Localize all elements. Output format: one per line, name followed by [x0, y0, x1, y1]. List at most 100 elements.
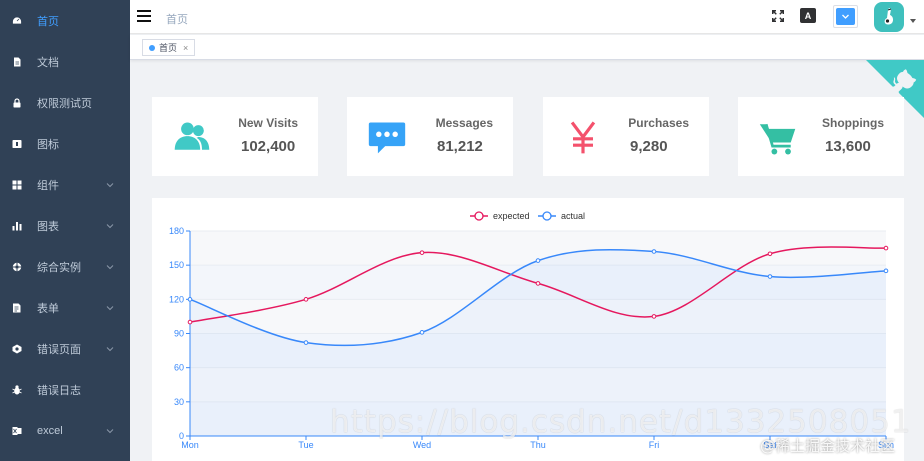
y-tick-label: 30 — [174, 397, 184, 407]
data-point-expected — [651, 314, 657, 319]
sidebar-item-0[interactable]: 首页 — [0, 0, 130, 41]
data-point-actual — [535, 258, 541, 263]
chevron-down-icon — [106, 344, 114, 352]
data-point-expected — [883, 245, 889, 251]
close-icon[interactable]: × — [183, 42, 189, 53]
tags-view: 首页 × — [130, 35, 924, 60]
shopping-icon — [756, 115, 800, 159]
active-dot-icon — [149, 44, 155, 51]
icon-icon — [12, 139, 22, 149]
panel-value: 81,212 — [437, 138, 483, 155]
sidebar-item-label: 图标 — [37, 138, 59, 151]
dashboard-icon — [12, 16, 22, 26]
data-point-expected — [419, 250, 425, 255]
panel-title: Shoppings — [822, 116, 884, 130]
grid-band — [190, 333, 886, 368]
chevron-down-icon — [106, 262, 114, 270]
data-point-actual — [419, 330, 425, 335]
sidebar-item-label: excel — [37, 424, 63, 437]
sidebar-item-1[interactable]: 文档 — [0, 41, 130, 82]
panel-messages[interactable]: Messages 81,212 — [347, 97, 513, 176]
chart-icon — [12, 221, 22, 231]
sidebar-item-label: 文档 — [37, 56, 59, 69]
sidebar-item-label: 错误日志 — [37, 384, 81, 397]
data-point-expected — [767, 251, 773, 257]
chevron-down-icon — [106, 426, 114, 434]
avatar-caret-icon[interactable] — [910, 19, 916, 23]
bug-icon — [12, 384, 22, 395]
document-icon — [12, 57, 22, 67]
tag-dashboard[interactable]: 首页 × — [142, 39, 196, 56]
lock-icon — [12, 97, 22, 108]
sidebar-item-10[interactable]: excel — [0, 410, 130, 451]
chevron-down-icon — [842, 14, 849, 19]
grid-band — [190, 401, 886, 436]
y-tick-label: 150 — [169, 260, 184, 270]
sidebar-item-7[interactable]: 表单 — [0, 287, 130, 328]
line-chart-card: 0 30 60 90 120 150 180 Mon Tue Wed Thu Fri Sat Sun exp… — [152, 198, 904, 461]
github-corner-icon[interactable] — [866, 60, 924, 118]
y-tick-label: 180 — [169, 226, 184, 236]
sidebar-item-2[interactable]: 权限测试页 — [0, 82, 130, 123]
chevron-down-icon — [106, 221, 114, 229]
x-tick-label: Mon — [181, 440, 199, 450]
x-tick-label: Sat — [763, 440, 777, 450]
sidebar-item-label: 表单 — [37, 302, 59, 315]
x-tick-label: Fri — [649, 440, 660, 450]
data-point-expected — [303, 297, 309, 302]
data-point-actual — [767, 274, 773, 279]
sidebar-item-4[interactable]: 组件 — [0, 164, 130, 205]
line-chart: 0 30 60 90 120 150 180 Mon Tue Wed Thu Fri Sat Sun exp… — [169, 211, 894, 450]
y-tick-label: 0 — [179, 431, 184, 441]
legend-marker-expected — [474, 211, 484, 221]
sidebar-item-9[interactable]: 错误日志 — [0, 369, 130, 410]
y-tick-label: 60 — [174, 363, 184, 373]
excel-icon — [12, 426, 22, 436]
example-icon — [12, 262, 22, 272]
size-select-button[interactable]: A — [800, 8, 816, 23]
panel-new-visits[interactable]: New Visits 102,400 — [152, 97, 318, 176]
sidebar-item-3[interactable]: 图标 — [0, 123, 130, 164]
panel-value: 9,280 — [630, 138, 668, 155]
breadcrumb[interactable]: 首页 — [166, 14, 188, 26]
legend-marker-actual — [542, 211, 552, 221]
sidebar-item-label: 组件 — [37, 179, 59, 192]
sidebar: 首页文档权限测试页图标组件图表综合实例表单错误页面错误日志 excel — [0, 0, 130, 461]
sidebar-item-label: 权限测试页 — [37, 97, 92, 110]
sidebar-item-label: 错误页面 — [37, 343, 81, 356]
avatar[interactable] — [874, 2, 904, 32]
data-point-actual — [651, 249, 657, 254]
data-point-actual — [187, 297, 193, 302]
sidebar-item-6[interactable]: 综合实例 — [0, 246, 130, 287]
actual-area — [190, 249, 886, 436]
sidebar-item-5[interactable]: 图表 — [0, 205, 130, 246]
chevron-down-icon — [106, 303, 114, 311]
sidebar-item-label: 图表 — [37, 220, 59, 233]
data-point-expected — [187, 319, 193, 325]
site-watermark: @稀土掘金技术社区 — [760, 437, 896, 455]
panel-value: 102,400 — [241, 138, 296, 155]
hamburger-button[interactable] — [137, 10, 151, 22]
panel-title: Purchases — [628, 116, 689, 130]
panel-shoppings[interactable]: Shoppings 13,600 — [738, 97, 904, 176]
panel-title: Messages — [435, 116, 493, 130]
y-tick-label: 90 — [174, 329, 184, 339]
sidebar-item-8[interactable]: 错误页面 — [0, 328, 130, 369]
panel-purchases[interactable]: Purchases 9,280 — [543, 97, 709, 176]
legend-label-expected: expected — [493, 211, 530, 221]
x-tick-label: Thu — [530, 440, 546, 450]
data-point-actual — [303, 340, 309, 345]
x-tick-label: Wed — [413, 440, 431, 450]
url-watermark: https://blog.csdn.net/d1332508051 — [330, 404, 912, 440]
money-icon — [561, 115, 605, 159]
y-tick-label: 120 — [169, 294, 184, 304]
x-tick-label: Sun — [878, 440, 894, 450]
legend-label-actual: actual — [561, 211, 585, 221]
data-point-actual — [883, 268, 889, 274]
404-icon — [12, 344, 22, 354]
sidebar-item-label: 综合实例 — [37, 261, 81, 274]
navbar: 首页 A — [130, 0, 924, 34]
language-select-button[interactable] — [833, 5, 858, 28]
fullscreen-icon[interactable] — [771, 9, 785, 23]
tag-label: 首页 — [159, 43, 178, 53]
